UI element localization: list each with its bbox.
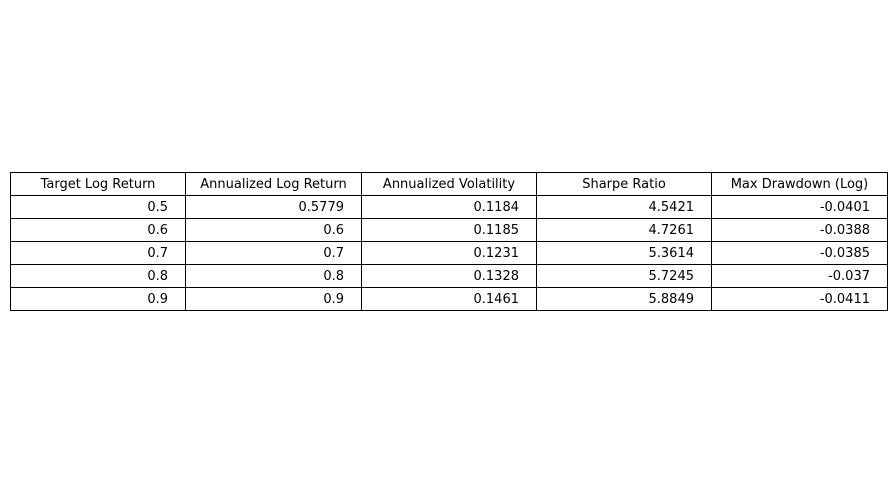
column-header: Sharpe Ratio xyxy=(536,172,712,196)
table-cell: 0.8 xyxy=(10,264,186,288)
table-cell: -0.037 xyxy=(711,264,888,288)
table-cell: 0.1461 xyxy=(361,287,537,311)
table-cell: 0.9 xyxy=(10,287,186,311)
table-cell: 5.7245 xyxy=(536,264,712,288)
table-row: 0.5 0.5779 0.1184 4.5421 -0.0401 xyxy=(10,195,888,219)
table-cell: 4.5421 xyxy=(536,195,712,219)
table-body: 0.5 0.5779 0.1184 4.5421 -0.0401 0.6 0.6 0.1185… xyxy=(10,195,888,311)
table-row: 0.8 0.8 0.1328 5.7245 -0.037 xyxy=(10,264,888,288)
table-row: 0.6 0.6 0.1185 4.7261 -0.0388 xyxy=(10,218,888,242)
column-header: Target Log Return xyxy=(10,172,186,196)
table-cell: 5.3614 xyxy=(536,241,712,265)
table-cell: 0.7 xyxy=(10,241,186,265)
table-cell: -0.0401 xyxy=(711,195,888,219)
table-cell: 0.6 xyxy=(10,218,186,242)
table-cell: -0.0388 xyxy=(711,218,888,242)
table-cell: 0.1185 xyxy=(361,218,537,242)
table-cell: 0.5 xyxy=(10,195,186,219)
results-table: Target Log Return Annualized Log Return An… xyxy=(10,172,888,311)
table-cell: -0.0411 xyxy=(711,287,888,311)
table-cell: 0.5779 xyxy=(185,195,362,219)
table-cell: 0.1231 xyxy=(361,241,537,265)
table-cell: 0.7 xyxy=(185,241,362,265)
table-cell: 5.8849 xyxy=(536,287,712,311)
table-cell: 0.6 xyxy=(185,218,362,242)
table-header-row: Target Log Return Annualized Log Return An… xyxy=(10,172,888,196)
table-row: 0.7 0.7 0.1231 5.3614 -0.0385 xyxy=(10,241,888,265)
column-header: Annualized Log Return xyxy=(185,172,362,196)
table-row: 0.9 0.9 0.1461 5.8849 -0.0411 xyxy=(10,287,888,311)
table-cell: 0.9 xyxy=(185,287,362,311)
table-cell: 0.1328 xyxy=(361,264,537,288)
table-cell: 0.1184 xyxy=(361,195,537,219)
table-cell: 0.8 xyxy=(185,264,362,288)
table-cell: -0.0385 xyxy=(711,241,888,265)
column-header: Max Drawdown (Log) xyxy=(711,172,888,196)
table-cell: 4.7261 xyxy=(536,218,712,242)
column-header: Annualized Volatility xyxy=(361,172,537,196)
